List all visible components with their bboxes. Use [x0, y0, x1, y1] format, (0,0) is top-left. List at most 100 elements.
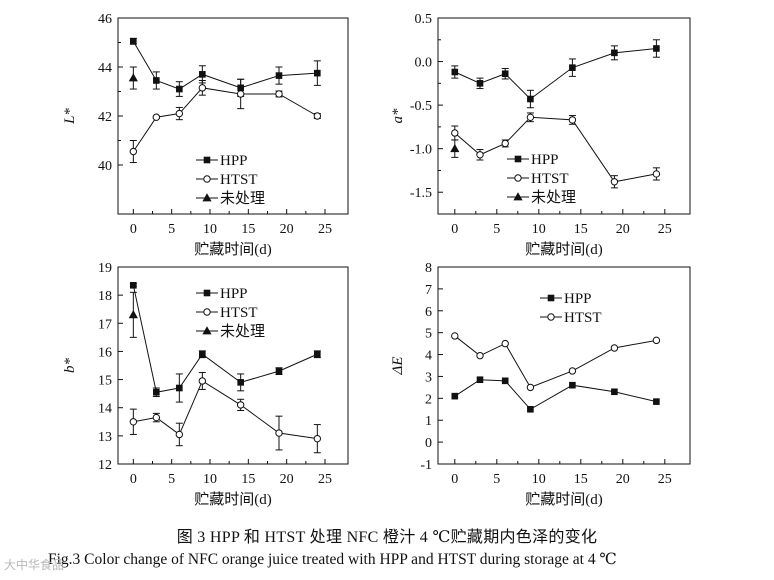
data-point — [526, 113, 535, 122]
data-point — [175, 430, 184, 439]
data-point — [199, 350, 206, 358]
legend-label: HTST — [531, 171, 569, 187]
legend-marker — [514, 155, 522, 163]
data-point — [275, 429, 283, 437]
data-point — [653, 45, 660, 52]
legend-marker — [203, 175, 211, 183]
y-tick-label: 1 — [425, 414, 432, 429]
figure-caption-english: Fig.3 Color change of NFC orange juice t… — [48, 551, 617, 568]
series-HPP — [451, 39, 660, 109]
legend-marker — [513, 192, 523, 201]
x-tick-label: 20 — [616, 472, 630, 487]
data-point — [153, 77, 160, 84]
data-point — [128, 73, 138, 82]
x-axis-title: 贮藏时间(d) — [194, 491, 272, 508]
series-line — [132, 41, 318, 90]
y-tick-label: 19 — [98, 261, 112, 276]
series-HTST — [451, 332, 661, 392]
x-axis-title: 贮藏时间(d) — [194, 241, 272, 258]
data-point — [569, 64, 576, 71]
y-tick-label: 14 — [98, 402, 112, 417]
data-point — [451, 392, 459, 400]
legend-marker — [203, 156, 211, 164]
legend-label: HPP — [220, 286, 248, 302]
data-point — [527, 405, 534, 413]
y-tick-label: 12 — [98, 458, 112, 473]
legend-label: HTST — [564, 310, 602, 326]
legend-label: HPP — [220, 153, 248, 169]
plot-frame — [117, 266, 349, 465]
data-point — [152, 113, 161, 121]
legend-label: HTST — [220, 172, 258, 188]
data-point — [314, 69, 321, 77]
plot-frame — [437, 17, 691, 215]
data-point — [653, 398, 660, 405]
data-point — [476, 351, 484, 360]
data-point — [501, 339, 509, 348]
x-tick-label: 15 — [574, 472, 588, 487]
x-tick-label: 10 — [203, 472, 217, 487]
legend-label: 未处理 — [220, 190, 265, 207]
data-point — [176, 85, 183, 93]
y-axis-title: L* — [62, 108, 78, 125]
x-tick-label: 0 — [130, 472, 137, 487]
x-tick-label: 20 — [280, 472, 294, 487]
data-point — [569, 381, 576, 389]
legend: HPP HTST — [540, 291, 602, 326]
series-HTST — [129, 372, 322, 454]
x-tick-label: 10 — [532, 472, 546, 487]
data-point — [610, 344, 619, 352]
legend-label: 未处理 — [531, 189, 576, 206]
y-tick-label: 4 — [425, 349, 432, 364]
data-point — [451, 68, 459, 76]
y-tick-label: 18 — [98, 289, 112, 304]
legend: HPP HTST 未处理 — [507, 152, 576, 206]
x-tick-label: 15 — [574, 222, 588, 237]
y-tick-label: 0 — [425, 436, 432, 451]
series-HTST — [451, 112, 661, 189]
x-tick-label: 25 — [318, 222, 332, 237]
data-point — [526, 383, 535, 392]
series-未处理 — [128, 66, 138, 90]
y-axis-title: ΔE — [390, 357, 406, 376]
data-point — [237, 379, 244, 386]
y-tick-label: 3 — [425, 370, 432, 385]
legend-label: 未处理 — [220, 323, 265, 340]
y-tick-label: 13 — [98, 430, 112, 445]
data-point — [476, 376, 484, 384]
y-tick-label: 17 — [98, 317, 112, 332]
data-point — [450, 143, 460, 153]
data-point — [501, 70, 509, 78]
data-point — [501, 139, 509, 148]
data-point — [275, 367, 283, 375]
y-tick-label: 0.5 — [415, 12, 433, 27]
data-point — [611, 49, 618, 57]
x-tick-label: 20 — [616, 222, 630, 237]
y-axis-title: a* — [390, 108, 406, 124]
legend-marker — [514, 174, 522, 182]
series-HPP — [451, 376, 660, 413]
data-point — [199, 71, 206, 78]
legend-label: HPP — [531, 152, 559, 168]
x-tick-label: 10 — [203, 222, 217, 237]
y-tick-label: 16 — [98, 345, 112, 360]
y-tick-label: 46 — [98, 12, 112, 27]
data-point — [130, 37, 137, 45]
series-line — [454, 379, 657, 410]
legend-label: HTST — [220, 305, 258, 321]
data-point — [611, 388, 618, 396]
y-tick-label: 5 — [425, 327, 432, 342]
data-point — [128, 310, 138, 319]
x-tick-label: 25 — [658, 472, 672, 487]
data-point — [568, 367, 577, 375]
data-point — [275, 72, 283, 79]
x-tick-label: 5 — [493, 472, 500, 487]
data-point — [652, 336, 661, 345]
data-point — [501, 377, 509, 385]
data-point — [476, 151, 484, 159]
x-tick-label: 5 — [168, 472, 175, 487]
y-tick-label: 44 — [98, 61, 112, 76]
data-point — [527, 95, 534, 103]
series-HPP — [129, 37, 321, 97]
